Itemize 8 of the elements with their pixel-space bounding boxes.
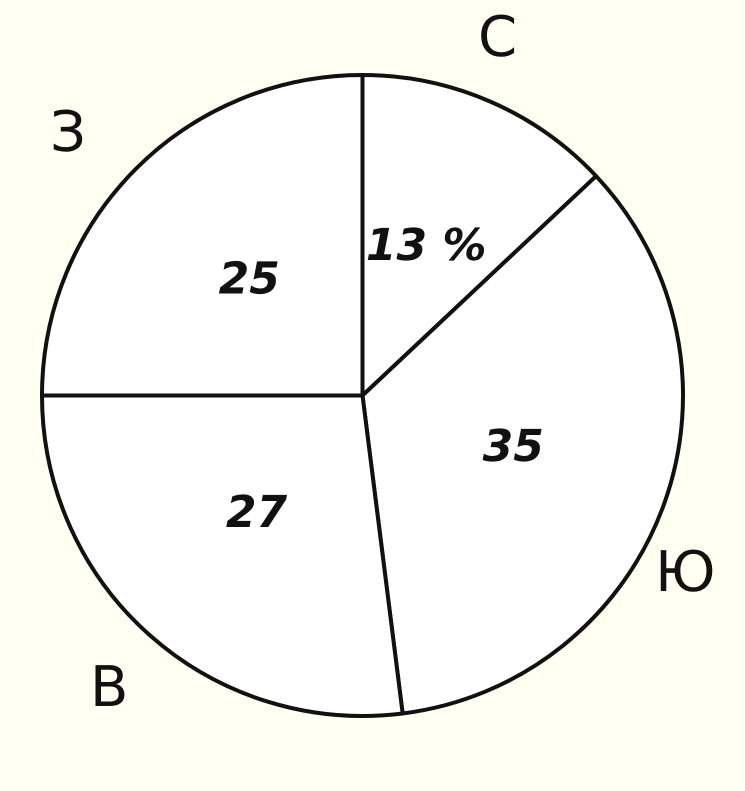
data-label: 13 % xyxy=(366,220,486,271)
text: Ю xyxy=(655,540,716,605)
data-label: 35 xyxy=(482,421,544,472)
text: З xyxy=(50,100,86,165)
data-label: 25 xyxy=(218,254,280,305)
text: В xyxy=(90,655,128,720)
text: С xyxy=(478,5,518,70)
data-label: 27 xyxy=(226,487,288,538)
